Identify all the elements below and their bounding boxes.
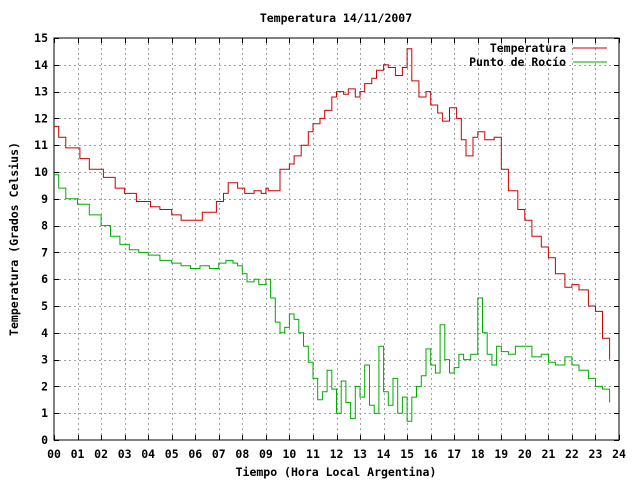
y-tick-label: 5 — [41, 299, 48, 313]
x-axis-label: Tiempo (Hora Local Argentina) — [236, 465, 437, 479]
x-tick-label: 00 — [47, 447, 61, 461]
x-tick-label: 24 — [612, 447, 626, 461]
y-tick-label: 7 — [41, 245, 48, 259]
y-tick-label: 1 — [41, 406, 48, 420]
y-axis-label: Temperatura (Grados Celsius) — [7, 142, 21, 336]
y-tick-label: 15 — [34, 31, 48, 45]
x-tick-label: 20 — [518, 447, 532, 461]
x-tick-label: 07 — [212, 447, 226, 461]
x-tick-label: 12 — [330, 447, 344, 461]
x-tick-label: 19 — [494, 447, 508, 461]
x-tick-label: 13 — [353, 447, 367, 461]
x-tick-label: 01 — [71, 447, 85, 461]
x-tick-label: 10 — [282, 447, 296, 461]
y-tick-label: 4 — [41, 326, 48, 340]
series-lines — [54, 48, 611, 422]
series-line-temperatura — [54, 48, 611, 360]
y-tick-label: 9 — [41, 192, 48, 206]
chart-title: Temperatura 14/11/2007 — [260, 11, 412, 25]
legend-label: Temperatura — [490, 41, 566, 55]
x-tick-label: 06 — [188, 447, 202, 461]
y-tick-label: 12 — [34, 111, 48, 125]
y-tick-label: 0 — [41, 433, 48, 447]
y-tick-label: 11 — [34, 138, 48, 152]
plot-frame — [53, 37, 620, 441]
x-tick-label: 08 — [235, 447, 249, 461]
y-tick-label: 14 — [34, 58, 48, 72]
x-tick-label: 22 — [565, 447, 579, 461]
y-tick-label: 2 — [41, 379, 48, 393]
x-tick-label: 15 — [400, 447, 414, 461]
y-tick-label: 10 — [34, 165, 48, 179]
x-tick-label: 09 — [259, 447, 273, 461]
x-tick-label: 05 — [165, 447, 179, 461]
grid — [54, 38, 619, 440]
x-tick-label: 02 — [94, 447, 108, 461]
x-tick-label: 23 — [589, 447, 603, 461]
x-tick-label: 21 — [541, 447, 555, 461]
x-tick-label: 18 — [471, 447, 485, 461]
y-tick-label: 13 — [34, 85, 48, 99]
x-tick-label: 03 — [118, 447, 132, 461]
y-tick-label: 3 — [41, 353, 48, 367]
x-tick-label: 14 — [377, 447, 391, 461]
x-tick-label: 17 — [447, 447, 461, 461]
x-tick-label: 16 — [424, 447, 438, 461]
y-tick-label: 8 — [41, 219, 48, 233]
x-tick-label: 11 — [306, 447, 320, 461]
legend-label: Punto de Rocío — [469, 55, 566, 69]
x-tick-label: 04 — [141, 447, 155, 461]
axis-ticks: 00 01 02 03 04 05 06 07 08 09 10 11 12 13 14 15 16 17 18 19… — [34, 31, 626, 461]
y-tick-label: 6 — [41, 272, 48, 286]
series-line-punto-de-rocio — [54, 174, 611, 422]
